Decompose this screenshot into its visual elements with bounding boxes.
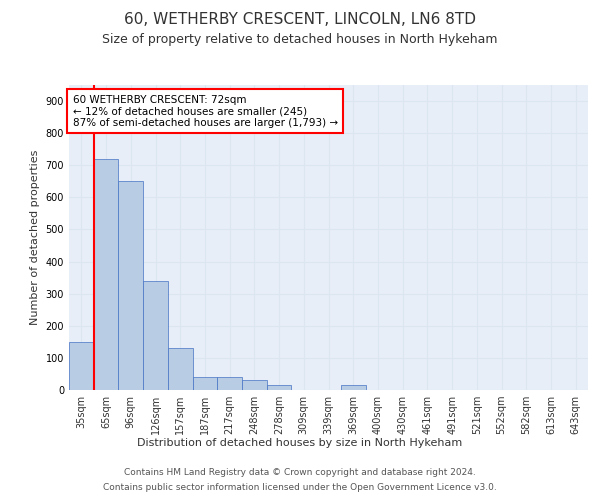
Bar (217, 377, 242, 390)
Bar (267, 385, 292, 390)
Text: Size of property relative to detached houses in North Hykeham: Size of property relative to detached ho… (102, 32, 498, 46)
Bar (69, 342, 94, 390)
Bar (143, 281, 168, 390)
Text: Contains HM Land Registry data © Crown copyright and database right 2024.: Contains HM Land Registry data © Crown c… (124, 468, 476, 477)
Bar (242, 380, 267, 390)
Bar (94, 159, 118, 390)
Bar (118, 182, 143, 390)
Bar (168, 348, 193, 390)
Bar (193, 377, 217, 390)
Text: Distribution of detached houses by size in North Hykeham: Distribution of detached houses by size … (137, 438, 463, 448)
Text: Contains public sector information licensed under the Open Government Licence v3: Contains public sector information licen… (103, 483, 497, 492)
Text: 60, WETHERBY CRESCENT, LINCOLN, LN6 8TD: 60, WETHERBY CRESCENT, LINCOLN, LN6 8TD (124, 12, 476, 28)
Text: 60 WETHERBY CRESCENT: 72sqm
← 12% of detached houses are smaller (245)
87% of se: 60 WETHERBY CRESCENT: 72sqm ← 12% of det… (73, 94, 338, 128)
Bar (341, 385, 365, 390)
Y-axis label: Number of detached properties: Number of detached properties (30, 150, 40, 325)
